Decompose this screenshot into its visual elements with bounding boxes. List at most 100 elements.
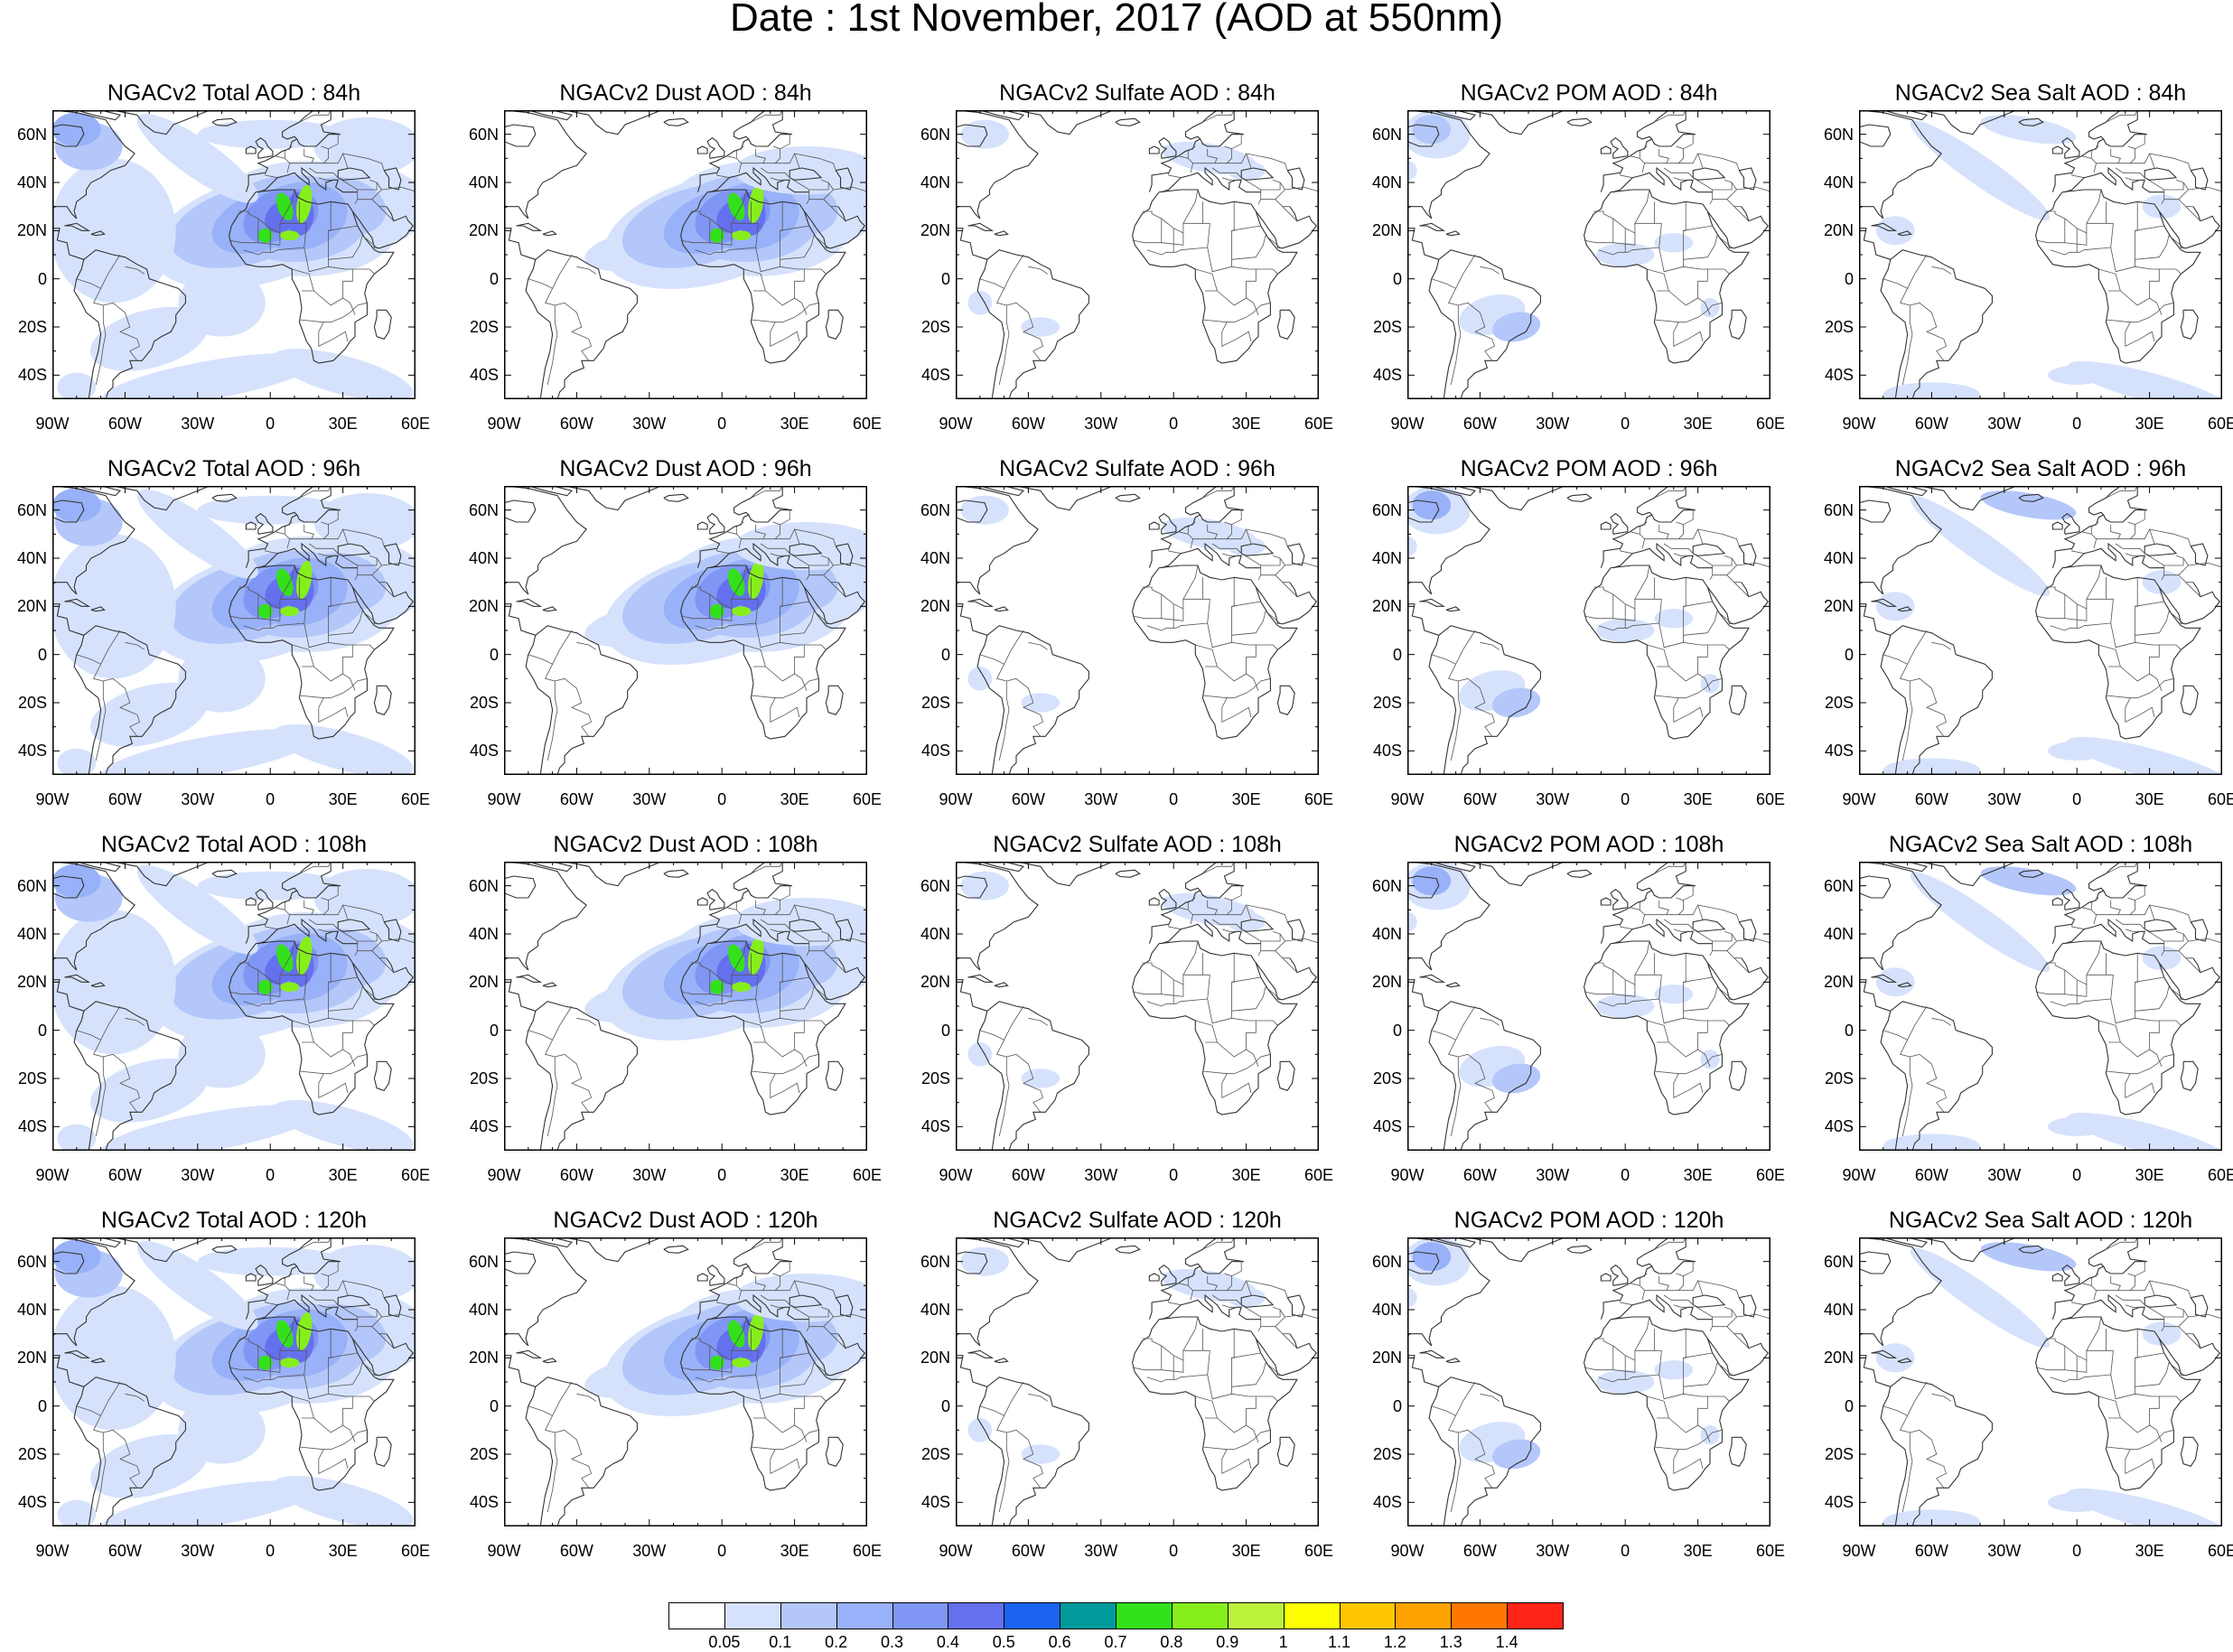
aod-shading (1227, 161, 1266, 181)
aod-shading (709, 228, 724, 243)
country-border (1217, 644, 1278, 682)
coastline (1158, 137, 1177, 159)
colorbar-swatch (724, 1602, 781, 1629)
country-border (2071, 924, 2085, 930)
coastline (93, 1237, 210, 1263)
coastline (229, 940, 395, 1115)
country-border (1132, 233, 1184, 246)
country-border (1240, 929, 1281, 942)
country-border (2050, 622, 2160, 649)
coastline (1407, 603, 1439, 636)
country-border (2120, 644, 2182, 682)
coastline (257, 1293, 358, 1321)
coastline (1566, 869, 1593, 878)
coastline (245, 110, 341, 192)
country-border (780, 509, 790, 526)
map-panel: NGACv2 Total AOD : 96h 60N 40N 20N 0 20S 40S 90… (0, 455, 452, 835)
lon-tick-label: 60W (559, 1542, 593, 1560)
coastline (1897, 1358, 1912, 1364)
country-border (125, 641, 145, 650)
coastline (706, 137, 725, 159)
country-border (830, 957, 846, 973)
country-border (95, 1433, 107, 1513)
aod-shading (2142, 946, 2182, 970)
country-border (2086, 1316, 2102, 1351)
coastline (542, 606, 557, 612)
country-border (1673, 697, 1679, 708)
country-border (1697, 904, 1740, 922)
coastline (1407, 1237, 1490, 1347)
country-border (2096, 148, 2121, 164)
map-panel: NGACv2 Sulfate AOD : 84h 60N 40N 20N 0 20S 40S… (903, 79, 1355, 459)
aod-shading (1980, 115, 2077, 145)
colorbar-label: 1.2 (1383, 1633, 1406, 1651)
country-border (1900, 288, 1947, 361)
lat-tick-label: 20N (468, 597, 499, 616)
lat-tick-label: 20N (1371, 973, 1402, 992)
country-border (1448, 1040, 1495, 1113)
country-border (780, 611, 815, 636)
country-border (2125, 697, 2131, 708)
country-border (1666, 145, 1684, 164)
country-border (1187, 897, 1196, 910)
aod-shading (272, 349, 414, 399)
country-border (2098, 268, 2121, 292)
coastline (1448, 862, 1565, 887)
country-border (284, 521, 293, 535)
country-border (1883, 254, 1928, 289)
lat-tick-label: 0 (1392, 1021, 1402, 1040)
country-border (304, 1350, 307, 1376)
coastline (516, 598, 543, 607)
coastline (2190, 1294, 2209, 1318)
lon-tick-label: 30E (328, 1166, 358, 1184)
country-border (299, 1429, 368, 1451)
panel-title: NGACv2 Sea Salt AOD : 96h (1894, 456, 2187, 481)
coastline (516, 974, 543, 983)
lon-tick-label: 30E (780, 790, 809, 808)
country-border (1132, 609, 1184, 621)
lon-tick-label: 60E (2207, 1166, 2233, 1184)
coastline (229, 565, 395, 740)
aod-shading (276, 944, 294, 972)
coastline (1610, 137, 1629, 159)
coastline (1692, 1294, 1726, 1308)
lon-tick-label: 30W (1536, 1542, 1570, 1560)
country-border (1227, 1279, 1252, 1296)
country-border (1647, 644, 1669, 667)
aod-shading (96, 238, 154, 296)
aod-shading (2067, 1112, 2222, 1151)
coastline (2064, 1293, 2164, 1321)
country-border (780, 1352, 809, 1358)
country-border (2185, 1333, 2201, 1349)
country-border (1146, 998, 1257, 1024)
country-border (770, 331, 800, 347)
lat-tick-label: 20N (1823, 973, 1854, 992)
country-border (2125, 1082, 2155, 1098)
coastline (1419, 598, 1446, 607)
aod-shading (102, 353, 318, 399)
country-border (95, 305, 107, 386)
country-border (323, 903, 349, 920)
country-border (1168, 924, 1182, 930)
country-border (1584, 233, 1636, 246)
aod-shading (57, 748, 97, 775)
coastline (2064, 542, 2164, 569)
lat-tick-label: 20N (16, 221, 47, 240)
lat-tick-label: 40S (1372, 742, 1402, 761)
coastline (986, 1377, 1089, 1526)
country-border (762, 145, 780, 164)
country-border (2161, 565, 2165, 581)
country-border (794, 153, 836, 171)
lat-tick-label: 60N (920, 125, 950, 144)
lon-tick-label: 90W (35, 790, 70, 808)
lon-tick-label: 60E (400, 415, 431, 433)
coastline (52, 110, 135, 219)
country-border (1182, 565, 1199, 600)
aod-shading (1021, 1069, 1060, 1088)
aod-shading (257, 228, 273, 243)
country-border (342, 1280, 385, 1298)
country-border (1733, 206, 1750, 221)
country-border (1450, 681, 1462, 761)
lat-tick-label: 0 (1844, 269, 1854, 288)
coastline (789, 543, 823, 556)
